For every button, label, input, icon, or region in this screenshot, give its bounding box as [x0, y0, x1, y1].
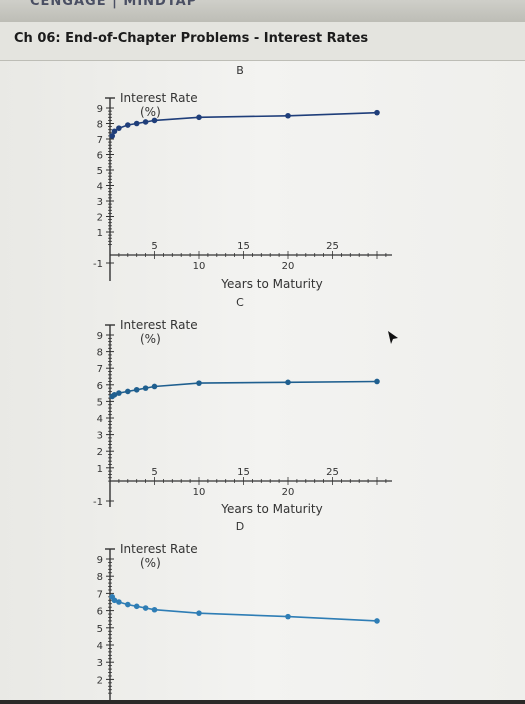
- y-tick-label: 7: [97, 135, 103, 146]
- data-point: [133, 120, 140, 127]
- data-point: [111, 128, 118, 135]
- x-axis-label: Years to Maturity: [220, 277, 322, 291]
- assignment-header: Ch 06: End-of-Chapter Problems - Interes…: [0, 22, 525, 61]
- data-point: [111, 597, 118, 604]
- yield-curve-line: [111, 380, 378, 398]
- data-point: [151, 383, 158, 390]
- y-tick-label: 2: [97, 675, 103, 686]
- y-tick-label: 2: [97, 213, 103, 224]
- data-point: [374, 378, 380, 385]
- x-tick-label: 15: [237, 241, 250, 252]
- y-axis-label: Interest Rate: [120, 91, 198, 105]
- y-tick-label: 8: [97, 120, 103, 131]
- y-axis-label: Interest Rate: [120, 542, 198, 556]
- y-tick-label: -1: [93, 497, 103, 508]
- mouse-cursor-icon: [388, 331, 398, 344]
- content-area: B 9 8 7 6 5 4 3 2 1 -1 5 10 15 20 25 Years to Maturity In…: [0, 61, 525, 700]
- page-title: Ch 06: End-of-Chapter Problems - Interes…: [14, 31, 369, 46]
- x-tick-label: 10: [193, 261, 206, 272]
- data-point: [109, 133, 116, 139]
- brand-logo: CENGAGE | MINDTAP: [30, 0, 198, 9]
- x-tick-label: 5: [151, 241, 157, 252]
- data-point: [285, 379, 291, 386]
- y-axis-unit-label: (%): [140, 332, 161, 346]
- y-tick-label: 5: [97, 624, 103, 635]
- y-tick-label: 9: [97, 555, 103, 566]
- data-point: [142, 119, 149, 125]
- y-tick-label: 6: [97, 151, 103, 162]
- data-point: [111, 391, 118, 398]
- y-tick-label: 8: [97, 572, 103, 583]
- data-point: [151, 606, 158, 613]
- data-point: [125, 122, 131, 128]
- y-tick-label: -1: [93, 259, 103, 270]
- data-point: [133, 603, 140, 610]
- y-axis-unit-label: (%): [140, 105, 161, 119]
- x-tick-label: 15: [237, 467, 250, 478]
- y-tick-label: 4: [97, 414, 103, 425]
- y-tick-label: 4: [97, 182, 103, 193]
- y-axis-unit-label: (%): [140, 556, 161, 570]
- data-point: [125, 601, 131, 608]
- data-point: [374, 618, 380, 624]
- y-tick-label: 9: [97, 331, 103, 342]
- y-tick-label: 5: [97, 166, 103, 177]
- x-tick-label: 10: [193, 487, 206, 498]
- panel-label-b: B: [236, 64, 244, 77]
- y-tick-label: 6: [97, 607, 103, 618]
- y-tick-label: 9: [97, 104, 103, 115]
- y-tick-label: 4: [97, 641, 103, 652]
- y-tick-label: 8: [97, 348, 103, 359]
- data-point: [142, 605, 149, 611]
- x-tick-label: 20: [282, 261, 295, 272]
- y-tick-label: 3: [97, 197, 103, 208]
- y-tick-label: 7: [97, 364, 103, 375]
- y-tick-label: 2: [97, 447, 103, 458]
- data-point: [116, 390, 122, 396]
- data-point: [151, 117, 158, 124]
- x-tick-label: 5: [151, 467, 157, 478]
- data-point: [285, 112, 291, 119]
- y-tick-label: 1: [97, 464, 103, 475]
- x-tick-label: 20: [282, 487, 295, 498]
- data-point: [116, 599, 122, 605]
- y-tick-label: 3: [97, 431, 103, 442]
- x-axis-label: Years to Maturity: [220, 502, 322, 516]
- data-point: [196, 610, 202, 616]
- data-point: [374, 109, 380, 116]
- data-point: [142, 385, 149, 391]
- data-point: [285, 613, 291, 620]
- y-tick-label: 1: [97, 228, 103, 239]
- data-point: [133, 386, 140, 393]
- data-point: [196, 380, 202, 386]
- y-tick-label: 3: [97, 658, 103, 669]
- y-tick-label: 7: [97, 589, 103, 600]
- top-app-bar: CENGAGE | MINDTAP: [0, 0, 525, 22]
- y-tick-label: 5: [97, 397, 103, 408]
- y-tick-label: 6: [97, 381, 103, 392]
- data-point: [196, 114, 202, 121]
- data-point: [116, 125, 122, 131]
- panel-label-d: D: [236, 520, 244, 533]
- x-tick-label: 25: [326, 467, 339, 478]
- y-axis-label: Interest Rate: [120, 318, 198, 332]
- data-point: [125, 388, 131, 395]
- panel-label-c: C: [236, 296, 244, 309]
- x-tick-label: 25: [326, 241, 339, 252]
